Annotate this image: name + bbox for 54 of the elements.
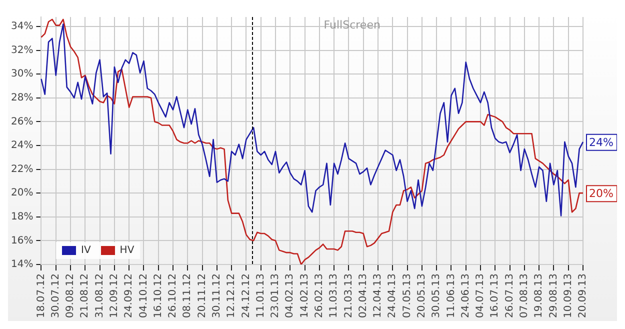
x-tick-label: 12.12.12: [226, 273, 238, 318]
x-tick-label: 31.08.12: [94, 273, 106, 318]
x-tick-label: 30.07.12: [50, 273, 62, 318]
x-tick-label: 21.03.13: [343, 273, 354, 318]
y-tick-label: 22%: [10, 164, 34, 175]
x-tick-label: 11.03.13: [328, 273, 340, 318]
x-tick-label: 20.09.13: [578, 273, 589, 318]
y-tick-label: 16%: [10, 235, 34, 246]
x-tick-label: 07.08.13: [519, 273, 530, 318]
x-tick-label: 24.04.13: [387, 273, 398, 318]
y-tick-label: 26%: [10, 116, 34, 128]
y-tick-label: 24%: [10, 140, 34, 152]
x-tick-label: 04.07.13: [475, 273, 486, 318]
x-tick-label: 24.06.13: [460, 273, 472, 318]
x-tick-label: 16.07.13: [490, 273, 501, 318]
x-tick-label: 08.11.12: [182, 273, 194, 318]
y-tick-label: 28%: [10, 92, 34, 104]
x-tick-label: 04.02.13: [284, 273, 296, 318]
x-tick-label: 26.02.13: [314, 273, 326, 318]
x-tick-label: 30.05.13: [431, 273, 442, 318]
annotation: 24%: [589, 136, 614, 149]
x-tick-label: 12.04.13: [372, 273, 384, 318]
x-tick-label: 24.12.12: [240, 273, 252, 318]
x-tick-label: 14.02.13: [299, 273, 310, 318]
x-tick-label: 29.08.13: [548, 273, 560, 318]
x-tick-label: 30.11.12: [212, 273, 223, 318]
x-tick-label: 11.01.13: [255, 273, 266, 318]
x-tick-label: 16.10.12: [152, 273, 164, 318]
x-tick-label: 12.09.12: [109, 273, 120, 318]
x-tick-label: 10.09.13: [562, 273, 574, 318]
x-tick-label: 20.05.13: [416, 273, 428, 318]
legend-label: HV: [120, 245, 134, 256]
x-tick-label: 11.06.13: [446, 273, 457, 318]
legend-label: IV: [81, 245, 91, 256]
x-tick-label: 18.07.12: [36, 273, 47, 318]
x-tick-label: 20.11.12: [196, 273, 208, 318]
y-tick-label: 32%: [10, 44, 34, 56]
y-tick-label: 30%: [10, 68, 34, 80]
x-tick-label: 26.10.12: [168, 273, 179, 318]
x-tick-label: 24.09.12: [124, 273, 135, 318]
x-tick-label: 21.08.12: [80, 273, 91, 318]
annotation: FullScreen: [324, 18, 380, 32]
x-tick-label: 26.07.13: [504, 273, 516, 318]
x-tick-label: 09.08.12: [65, 273, 76, 318]
y-tick-label: 18%: [10, 211, 34, 222]
x-tick-label: 07.05.13: [402, 273, 413, 318]
x-tick-label: 04.10.12: [138, 273, 150, 318]
y-tick-label: 20%: [10, 188, 34, 199]
annotation: 20%: [589, 186, 614, 200]
x-tick-label: 23.01.13: [270, 273, 282, 318]
x-tick-label: 19.08.13: [534, 273, 545, 318]
y-tick-label: 14%: [10, 259, 34, 270]
x-tick-label: 02.04.13: [358, 273, 369, 318]
y-tick-label: 34%: [10, 21, 34, 32]
